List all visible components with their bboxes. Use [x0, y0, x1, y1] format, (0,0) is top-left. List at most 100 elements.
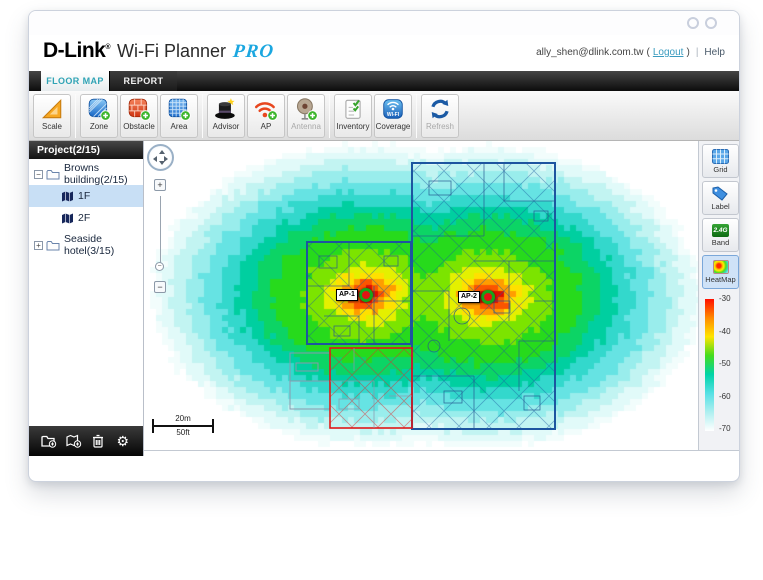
label-button[interactable]: Label [702, 181, 739, 215]
tab-bar: FLOOR MAP REPORT [29, 71, 739, 91]
app-header: D-Link® Wi-Fi Planner PRO ally_shen@dlin… [29, 35, 739, 71]
window-dot-icon[interactable] [687, 17, 699, 29]
toolbar-separator [416, 93, 417, 138]
zoom-in-button[interactable]: + [154, 179, 166, 191]
project-tree: − Browns building(2/15) 1F 2F [29, 159, 143, 426]
expand-icon[interactable]: + [34, 240, 43, 250]
tab-floor-map[interactable]: FLOOR MAP [41, 71, 109, 91]
tree-item-label: Seaside hotel(3/15) [64, 233, 115, 257]
ap-marker[interactable] [354, 283, 378, 307]
pan-control[interactable] [147, 144, 174, 171]
area-add-icon [168, 98, 191, 121]
refresh-button[interactable]: Refresh [421, 93, 459, 138]
logout-link[interactable]: Logout [652, 47, 684, 58]
floor-map-canvas[interactable]: AP-1 AP-2 + − − 20m 50ft [144, 141, 698, 451]
sidebar-footer: ⚙ [29, 426, 143, 456]
zoom-out-button[interactable]: − [154, 281, 166, 293]
add-project-button[interactable] [40, 432, 58, 450]
scale-meters: 20m [175, 414, 191, 423]
pan-right-icon[interactable] [164, 156, 168, 162]
zone-button[interactable]: Zone [80, 93, 118, 138]
folder-icon [46, 169, 60, 179]
floor-map-icon [62, 191, 73, 201]
user-email: ally_shen@dlink.com.tw [536, 47, 644, 58]
svg-text:WI-FI: WI-FI [387, 111, 400, 117]
tree-item-seaside-hotel[interactable]: + Seaside hotel(3/15) [29, 233, 143, 257]
edition-badge: PRO [231, 41, 276, 62]
zoom-slider-handle[interactable]: − [155, 262, 164, 271]
dlink-logo: D-Link® [43, 39, 110, 62]
tree-item-label: Browns building(2/15) [64, 162, 128, 186]
ap-add-icon [254, 101, 278, 121]
inventory-checklist-icon [345, 99, 361, 119]
user-bar: ally_shen@dlink.com.tw ( Logout ) | Help [536, 47, 725, 58]
zone-red[interactable] [329, 347, 413, 429]
grid-button[interactable]: Grid [702, 144, 739, 178]
wifi-coverage-icon: WI-FI [383, 98, 403, 119]
annex-outline [289, 352, 331, 410]
obstacle-add-icon [128, 98, 151, 121]
pan-up-icon[interactable] [159, 150, 165, 154]
band-2-4g-icon: 2.4G [712, 223, 729, 237]
toolbar-separator [75, 93, 76, 138]
signal-legend: -30 -40 -50 -60 -70 [705, 295, 739, 433]
pan-left-icon[interactable] [153, 156, 157, 162]
pan-down-icon[interactable] [159, 161, 165, 165]
view-options-panel: Grid Label 2.4G Band HeatMap -30 -40 -50… [698, 141, 739, 451]
legend-ticks: -30 -40 -50 -60 -70 [719, 294, 731, 433]
tree-item-browns-building[interactable]: − Browns building(2/15) [29, 162, 143, 186]
app-logo: D-Link® Wi-Fi Planner PRO [43, 39, 276, 63]
grid-icon [712, 148, 729, 164]
tree-item-label: 2F [78, 212, 91, 224]
ap-marker[interactable] [476, 285, 500, 309]
scale-feet: 50ft [176, 428, 190, 437]
app-window: D-Link® Wi-Fi Planner PRO ally_shen@dlin… [28, 10, 740, 482]
toolbar-separator [202, 93, 203, 138]
antenna-button[interactable]: Antenna [287, 93, 325, 138]
tree-item-1f[interactable]: 1F [29, 185, 143, 207]
advisor-hat-icon [215, 97, 235, 119]
label-tag-icon [712, 185, 728, 201]
window-dot-icon[interactable] [705, 17, 717, 29]
settings-button[interactable]: ⚙ [114, 432, 132, 450]
title-bar [29, 11, 739, 35]
advisor-button[interactable]: Advisor [207, 93, 245, 138]
zone-left[interactable] [306, 241, 412, 345]
help-link[interactable]: Help [704, 47, 725, 58]
collapse-icon[interactable]: − [34, 169, 43, 179]
floorplan-layer [289, 162, 556, 430]
project-header: Project(2/15) [29, 141, 143, 159]
band-button[interactable]: 2.4G Band [702, 218, 739, 252]
add-project-icon [41, 435, 57, 448]
tree-item-2f[interactable]: 2F [29, 207, 143, 229]
ap-button[interactable]: AP [247, 93, 285, 138]
delete-icon [93, 434, 104, 448]
inventory-button[interactable]: Inventory [334, 93, 372, 138]
tab-report[interactable]: REPORT [109, 71, 177, 91]
ap-label[interactable]: AP-1 [336, 289, 358, 301]
scale-line [152, 419, 214, 433]
paren-open: ( [646, 47, 650, 58]
divider: | [695, 47, 699, 58]
project-sidebar: Project(2/15) − Browns building(2/15) 1F [29, 141, 144, 456]
toolbar: Scale Zone Obstacle [29, 91, 739, 141]
add-floor-button[interactable] [65, 432, 83, 450]
ap-label[interactable]: AP-2 [458, 291, 480, 303]
folder-icon [46, 240, 60, 250]
tree-item-label: 1F [78, 190, 91, 202]
zone-add-icon [88, 98, 111, 121]
paren-close: ) [686, 47, 690, 58]
heatmap-button[interactable]: HeatMap [702, 255, 739, 289]
obstacle-button[interactable]: Obstacle [120, 93, 158, 138]
area-button[interactable]: Area [160, 93, 198, 138]
scale-triangle-icon [41, 98, 62, 118]
antenna-add-icon [296, 97, 318, 121]
delete-button[interactable] [89, 432, 107, 450]
scale-button[interactable]: Scale [33, 93, 71, 138]
heatmap-icon [712, 260, 729, 274]
coverage-button[interactable]: WI-FI Coverage [374, 93, 412, 138]
add-floor-icon [66, 434, 81, 448]
zoom-slider-track[interactable] [159, 196, 161, 264]
refresh-icon [431, 99, 449, 118]
legend-gradient-bar [705, 299, 714, 431]
